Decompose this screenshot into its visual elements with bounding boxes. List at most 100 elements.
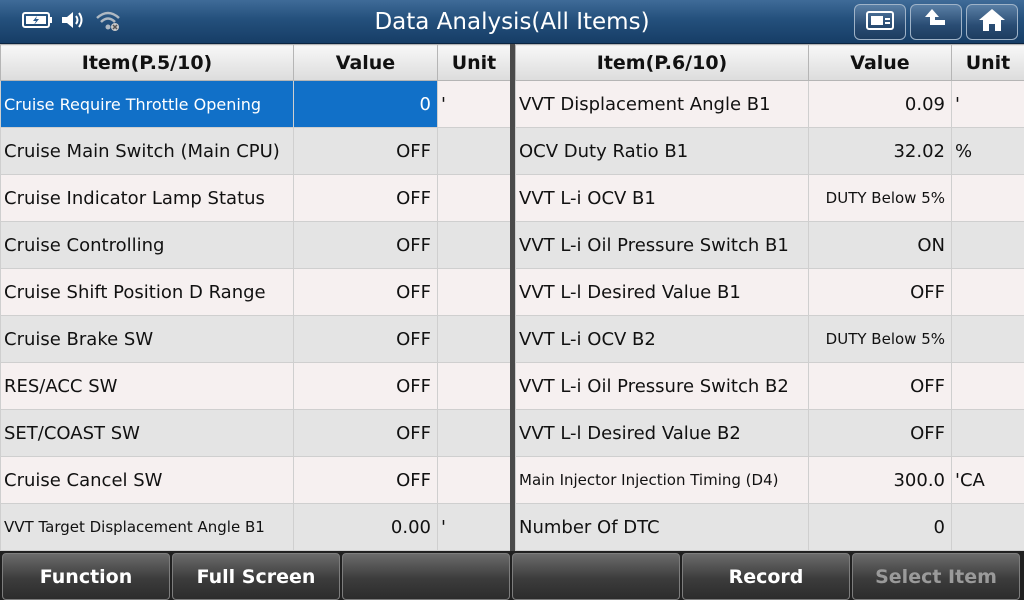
row-value: OFF — [808, 362, 952, 410]
row-unit — [437, 315, 511, 363]
row-item: Cruise Shift Position D Range — [0, 268, 294, 316]
select-item-button[interactable]: Select Item — [852, 553, 1020, 600]
row-unit — [951, 362, 1024, 410]
row-value: DUTY Below 5% — [808, 315, 952, 363]
row-unit — [437, 409, 511, 457]
row-value: 300.0 — [808, 456, 952, 504]
row-unit — [951, 174, 1024, 222]
table-row[interactable]: Cruise Shift Position D Range OFF — [0, 268, 511, 316]
table-row[interactable]: Cruise Brake SW OFF — [0, 315, 511, 363]
table-row[interactable]: SET/COAST SW OFF — [0, 409, 511, 457]
row-value: OFF — [293, 221, 438, 269]
table-row[interactable]: Number Of DTC 0 — [515, 503, 1024, 551]
row-item: Cruise Require Throttle Opening — [0, 80, 294, 128]
home-button[interactable] — [966, 4, 1018, 40]
table-row[interactable]: Cruise Cancel SW OFF — [0, 456, 511, 504]
row-unit: % — [951, 127, 1024, 175]
row-value: 0 — [808, 503, 952, 551]
screenshot-button[interactable] — [854, 4, 906, 40]
row-item: Cruise Main Switch (Main CPU) — [0, 127, 294, 175]
page-title: Data Analysis(All Items) — [374, 9, 650, 35]
row-item: Main Injector Injection Timing (D4) — [515, 456, 809, 504]
table-row[interactable]: VVT Displacement Angle B1 0.09 ' — [515, 80, 1024, 128]
row-unit — [951, 503, 1024, 551]
column-header-value[interactable]: Value — [293, 44, 438, 81]
row-item: OCV Duty Ratio B1 — [515, 127, 809, 175]
column-header-unit[interactable]: Unit — [437, 44, 511, 81]
row-value: OFF — [808, 409, 952, 457]
status-icons — [22, 8, 122, 36]
title-bar: Data Analysis(All Items) — [0, 0, 1024, 44]
row-item: Cruise Brake SW — [0, 315, 294, 363]
row-item: Cruise Controlling — [0, 221, 294, 269]
row-value: OFF — [808, 268, 952, 316]
row-value: 0 — [293, 80, 438, 128]
row-unit — [951, 268, 1024, 316]
row-item: VVT Displacement Angle B1 — [515, 80, 809, 128]
table-row[interactable]: Cruise Controlling OFF — [0, 221, 511, 269]
table-row[interactable]: OCV Duty Ratio B1 32.02 % — [515, 127, 1024, 175]
back-button[interactable] — [910, 4, 962, 40]
table-row[interactable]: VVT Target Displacement Angle B1 0.00 ' — [0, 503, 511, 551]
row-value: OFF — [293, 174, 438, 222]
empty-button-3[interactable] — [342, 553, 510, 600]
wifi-icon — [94, 8, 122, 36]
row-item: VVT L-i OCV B2 — [515, 315, 809, 363]
column-header-value[interactable]: Value — [808, 44, 952, 81]
table-row[interactable]: RES/ACC SW OFF — [0, 362, 511, 410]
right-data-panel: Item(P.6/10) Value Unit VVT Displacement… — [515, 44, 1024, 551]
row-value: OFF — [293, 268, 438, 316]
right-header-row: Item(P.6/10) Value Unit — [515, 44, 1024, 81]
row-unit — [951, 409, 1024, 457]
row-value: 32.02 — [808, 127, 952, 175]
table-row[interactable]: VVT L-i OCV B2 DUTY Below 5% — [515, 315, 1024, 363]
row-value: OFF — [293, 362, 438, 410]
row-unit — [951, 221, 1024, 269]
row-item: VVT L-i Oil Pressure Switch B2 — [515, 362, 809, 410]
function-button[interactable]: Function — [2, 553, 170, 600]
row-unit — [437, 221, 511, 269]
table-row[interactable]: Cruise Require Throttle Opening 0 ' — [0, 80, 511, 128]
row-unit — [437, 456, 511, 504]
right-data-table: Item(P.6/10) Value Unit VVT Displacement… — [515, 44, 1024, 551]
row-unit: ' — [951, 80, 1024, 128]
table-row[interactable]: VVT L-i OCV B1 DUTY Below 5% — [515, 174, 1024, 222]
home-icon — [977, 7, 1007, 37]
column-header-unit[interactable]: Unit — [951, 44, 1024, 81]
row-item: Number Of DTC — [515, 503, 809, 551]
row-item: Cruise Indicator Lamp Status — [0, 174, 294, 222]
title-buttons — [854, 4, 1018, 40]
table-row[interactable]: VVT L-l Desired Value B2 OFF — [515, 409, 1024, 457]
row-value: OFF — [293, 456, 438, 504]
column-header-item[interactable]: Item(P.6/10) — [515, 44, 809, 81]
empty-button-4[interactable] — [512, 553, 680, 600]
left-data-panel: Item(P.5/10) Value Unit Cruise Require T… — [0, 44, 511, 551]
table-row[interactable]: VVT L-l Desired Value B1 OFF — [515, 268, 1024, 316]
panel-divider — [510, 44, 515, 551]
row-unit — [437, 268, 511, 316]
row-item: VVT L-i Oil Pressure Switch B1 — [515, 221, 809, 269]
row-value: DUTY Below 5% — [808, 174, 952, 222]
row-item: Cruise Cancel SW — [0, 456, 294, 504]
row-item: VVT L-l Desired Value B2 — [515, 409, 809, 457]
table-row[interactable]: Main Injector Injection Timing (D4) 300.… — [515, 456, 1024, 504]
speaker-icon — [60, 9, 88, 35]
full-screen-button[interactable]: Full Screen — [172, 553, 340, 600]
row-unit — [437, 174, 511, 222]
row-unit: ' — [437, 80, 511, 128]
row-unit: ' — [437, 503, 511, 551]
record-button[interactable]: Record — [682, 553, 850, 600]
row-item: SET/COAST SW — [0, 409, 294, 457]
left-data-table: Item(P.5/10) Value Unit Cruise Require T… — [0, 44, 511, 551]
row-unit: 'CA — [951, 456, 1024, 504]
screenshot-icon — [864, 8, 896, 36]
table-row[interactable]: VVT L-i Oil Pressure Switch B2 OFF — [515, 362, 1024, 410]
row-item: VVT Target Displacement Angle B1 — [0, 503, 294, 551]
row-unit — [951, 315, 1024, 363]
table-row[interactable]: VVT L-i Oil Pressure Switch B1 ON — [515, 221, 1024, 269]
table-row[interactable]: Cruise Main Switch (Main CPU) OFF — [0, 127, 511, 175]
row-item: RES/ACC SW — [0, 362, 294, 410]
table-row[interactable]: Cruise Indicator Lamp Status OFF — [0, 174, 511, 222]
column-header-item[interactable]: Item(P.5/10) — [0, 44, 294, 81]
row-unit — [437, 127, 511, 175]
